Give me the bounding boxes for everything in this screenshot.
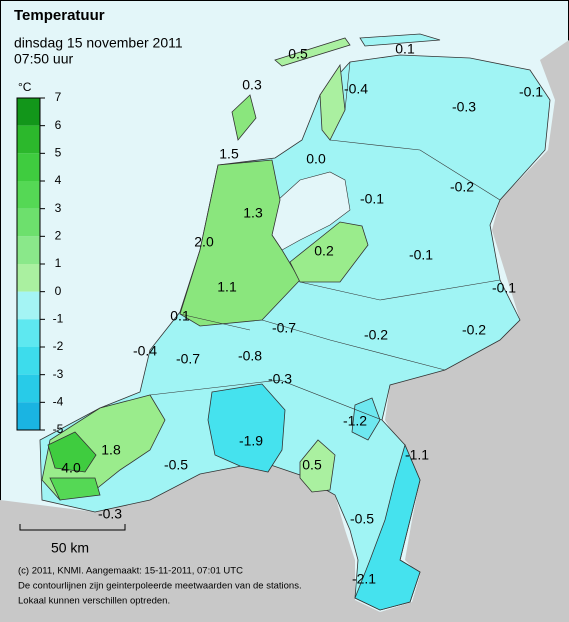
- legend-band: [17, 402, 40, 430]
- legend-band: [17, 319, 40, 347]
- station-value: 4.0: [61, 460, 81, 476]
- station-value: 0.5: [302, 457, 322, 473]
- station-value: -0.1: [409, 247, 433, 263]
- legend-band: [17, 236, 40, 264]
- station-value: -0.5: [350, 511, 374, 527]
- foreign-land: [0, 40, 569, 622]
- station-value: -1.9: [239, 433, 263, 449]
- legend-band: [17, 374, 40, 403]
- legend-band: [17, 264, 40, 292]
- station-value: 1.8: [101, 442, 121, 458]
- station-value: -0.1: [492, 280, 516, 296]
- station-value: -0.8: [238, 348, 262, 364]
- legend-tick-label: 2: [55, 229, 62, 243]
- legend-tick-label: 6: [55, 118, 62, 132]
- scale-label: 50 km: [51, 540, 89, 556]
- legend-tick-label: -4: [53, 395, 64, 409]
- station-value: 0.2: [314, 243, 334, 259]
- station-value: -0.3: [98, 506, 122, 522]
- station-value: -0.7: [272, 320, 296, 336]
- legend-tick-label: 3: [55, 201, 62, 215]
- station-value: 0.1: [395, 41, 415, 57]
- footer-line: De contourlijnen zijn geinterpoleerde me…: [18, 581, 302, 592]
- footer-line: (c) 2011, KNMI. Aangemaakt: 15-11-2011, …: [18, 566, 243, 577]
- station-value: -1.1: [405, 447, 429, 463]
- station-value: 0.1: [170, 308, 190, 324]
- station-labels: 0.5 0.1 -0.4 -0.1 0.3 -0.3 1.5 0.0 -0.2 -0.1 1.3 2.…: [61, 41, 543, 587]
- legend-tick-label: -2: [53, 339, 64, 353]
- legend-tick-label: -3: [53, 367, 64, 381]
- legend-tick-label: -5: [53, 422, 64, 436]
- warm-area: [47, 431, 97, 473]
- cold-area: [207, 383, 286, 473]
- station-value: -2.1: [352, 571, 376, 587]
- legend-band: [17, 181, 40, 209]
- date: dinsdag 15 november 2011: [14, 35, 183, 51]
- station-value: -0.3: [452, 99, 476, 115]
- legend-unit: °C: [18, 80, 32, 94]
- legend-band: [17, 208, 40, 237]
- station-value: -0.2: [364, 327, 388, 343]
- station-value: -0.1: [360, 191, 384, 207]
- warm-area: [41, 394, 166, 501]
- station-value: -0.2: [450, 179, 474, 195]
- legend-band: [17, 153, 40, 181]
- station-value: 1.1: [217, 279, 237, 295]
- title: Temperatuur: [14, 7, 105, 24]
- legend-tick-label: 5: [55, 146, 62, 160]
- station-value: 2.0: [194, 234, 214, 250]
- island: [231, 94, 257, 141]
- station-value: -0.4: [344, 81, 368, 97]
- legend-tick-label: 0: [55, 284, 62, 298]
- warm-area: [299, 439, 336, 493]
- island: [359, 33, 441, 47]
- station-value: -0.5: [164, 457, 188, 473]
- station-value: -0.4: [133, 343, 157, 359]
- station-value: -0.7: [176, 351, 200, 367]
- station-value: -0.3: [268, 371, 292, 387]
- station-value: -1.2: [343, 413, 367, 429]
- warm-area: [49, 477, 101, 501]
- station-value: 0.5: [288, 46, 308, 62]
- station-value: 0.3: [242, 77, 262, 93]
- station-value: 1.3: [243, 205, 263, 221]
- station-value: 1.5: [219, 146, 239, 162]
- legend-band: [17, 98, 40, 126]
- time: 07:50 uur: [14, 51, 73, 67]
- legend-tick-label: 4: [55, 173, 62, 187]
- island: [274, 37, 351, 67]
- warm-area: [319, 63, 346, 141]
- legend-tick-label: 7: [55, 90, 62, 104]
- cold-area: [354, 443, 421, 611]
- station-value: -0.2: [462, 322, 486, 338]
- station-value: -0.1: [519, 84, 543, 100]
- legend-band: [17, 125, 40, 154]
- station-value: 0.0: [306, 151, 326, 167]
- legend-band: [17, 347, 40, 375]
- scale-bar: [19, 524, 126, 531]
- legend-tick-label: 1: [55, 256, 62, 270]
- legend-band: [17, 291, 40, 320]
- color-legend: 7 6 5 4 3 2 1 0 -1 -2 -3 -4 -5: [16, 90, 64, 436]
- cold-area: [351, 397, 381, 441]
- footer-line: Lokaal kunnen verschillen optreden.: [18, 596, 170, 607]
- legend-tick-label: -1: [53, 312, 64, 326]
